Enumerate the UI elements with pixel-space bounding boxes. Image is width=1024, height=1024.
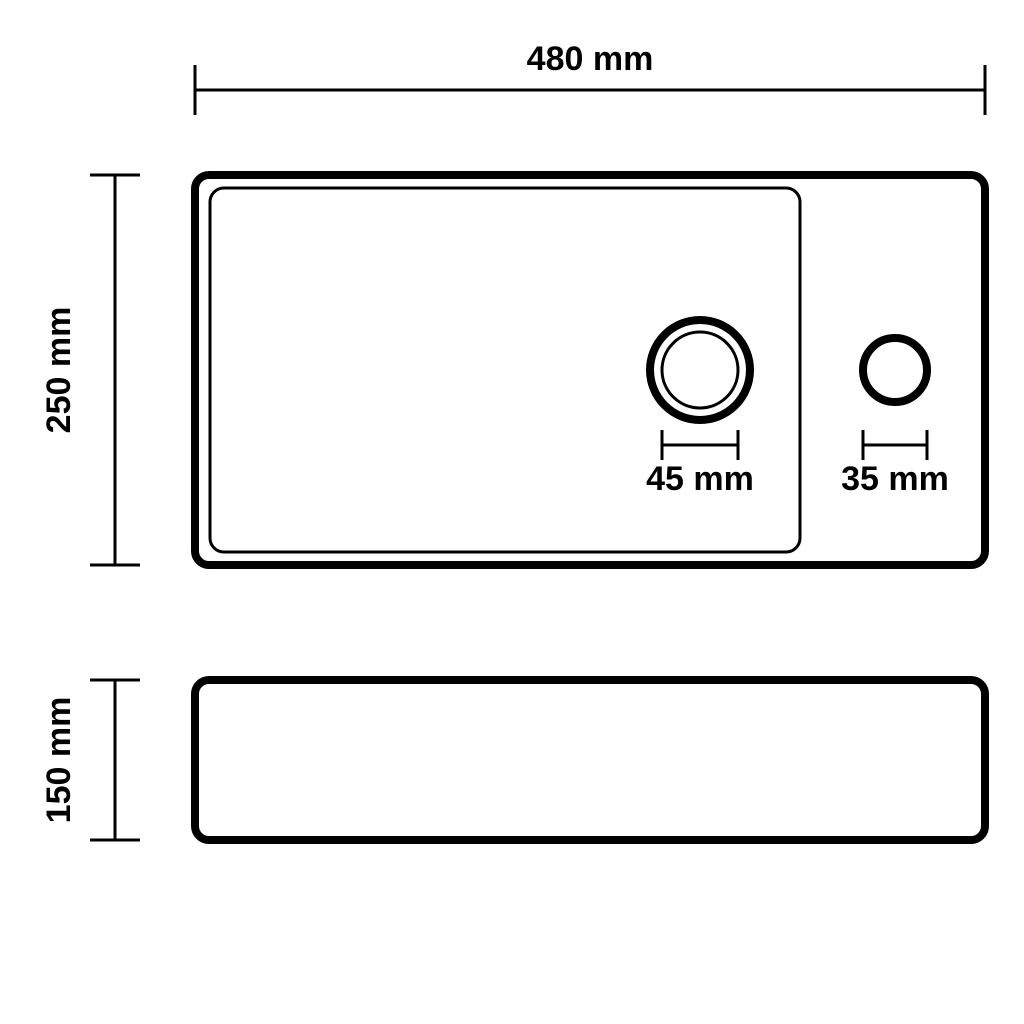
drain-inner-circle	[662, 332, 738, 408]
side-height-dim-label: 150 mm	[40, 697, 78, 824]
hole-dim-label: 35 mm	[841, 460, 949, 498]
width-dim-label: 480 mm	[527, 40, 654, 78]
side-view-rect	[195, 680, 985, 840]
height-dim-label: 250 mm	[40, 307, 78, 434]
drain-dim-label: 45 mm	[646, 460, 754, 498]
faucet-hole-circle	[863, 338, 927, 402]
drain-outer-circle	[650, 320, 750, 420]
